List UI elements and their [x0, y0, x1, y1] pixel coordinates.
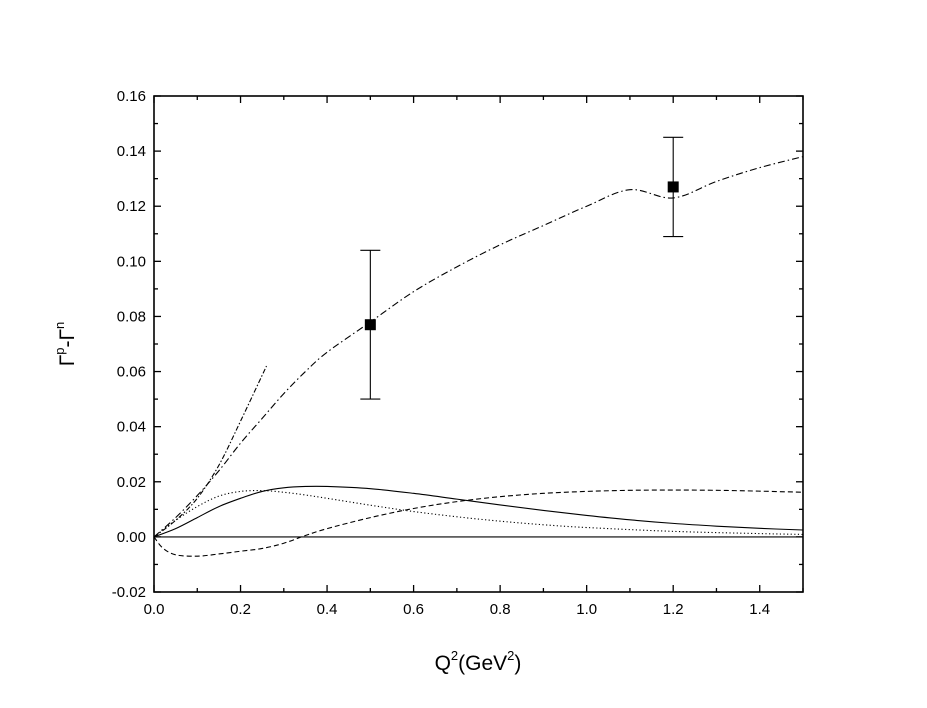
x-axis-title-part: Q — [435, 652, 451, 675]
x-tick-label: 0.4 — [317, 601, 338, 618]
x-axis-title-sup: 2 — [451, 648, 458, 663]
x-axis-title: Q2(GeV2) — [435, 648, 522, 675]
y-tick-label: 0.06 — [117, 364, 146, 381]
y-axis-title-part: Γ — [56, 355, 79, 367]
x-tick-label: 0.8 — [490, 601, 511, 618]
x-axis-title-part: (GeV — [458, 652, 507, 675]
series-dash-dot-short-line — [153, 365, 267, 538]
y-tick-label: 0.10 — [117, 253, 146, 270]
x-tick-label: 0.2 — [230, 601, 251, 618]
y-tick-label: 0.04 — [117, 419, 146, 436]
series-dash-dot-line — [153, 156, 804, 538]
data-point-marker — [667, 181, 679, 193]
y-tick-label: 0.00 — [117, 529, 146, 546]
axis-ticks — [153, 95, 804, 593]
y-axis-title: Γp-Γn — [52, 322, 79, 367]
x-tick-label: 1.0 — [576, 601, 597, 618]
series-dashed-line — [153, 489, 804, 557]
series-solid-line — [153, 485, 804, 538]
y-axis-title-sup: n — [52, 322, 67, 329]
y-tick-label: -0.02 — [112, 584, 146, 601]
x-axis-title-sup: 2 — [507, 648, 514, 663]
y-tick-label: 0.14 — [117, 143, 146, 160]
y-tick-label: 0.12 — [117, 198, 146, 215]
x-tick-label: 0.6 — [403, 601, 424, 618]
x-tick-label: 1.4 — [749, 601, 770, 618]
y-axis-title-sup: p — [52, 347, 67, 354]
y-tick-label: 0.02 — [117, 474, 146, 491]
x-tick-label: 1.2 — [663, 601, 684, 618]
tick-labels: 0.0 0.2 0.4 0.6 0.8 1.0 1.2 1.4 -0.02 0.00 0.02 0.0… — [112, 88, 770, 618]
plot-content — [153, 136, 804, 557]
series-dotted-line — [153, 489, 804, 538]
plot-frame — [153, 95, 804, 593]
y-axis-title-part: -Γ — [56, 329, 79, 348]
y-tick-label: 0.08 — [117, 308, 146, 325]
y-tick-label: 0.16 — [117, 88, 146, 105]
x-tick-label: 0.0 — [144, 601, 165, 618]
data-point-marker — [364, 319, 376, 331]
x-axis-title-part: ) — [514, 652, 521, 675]
